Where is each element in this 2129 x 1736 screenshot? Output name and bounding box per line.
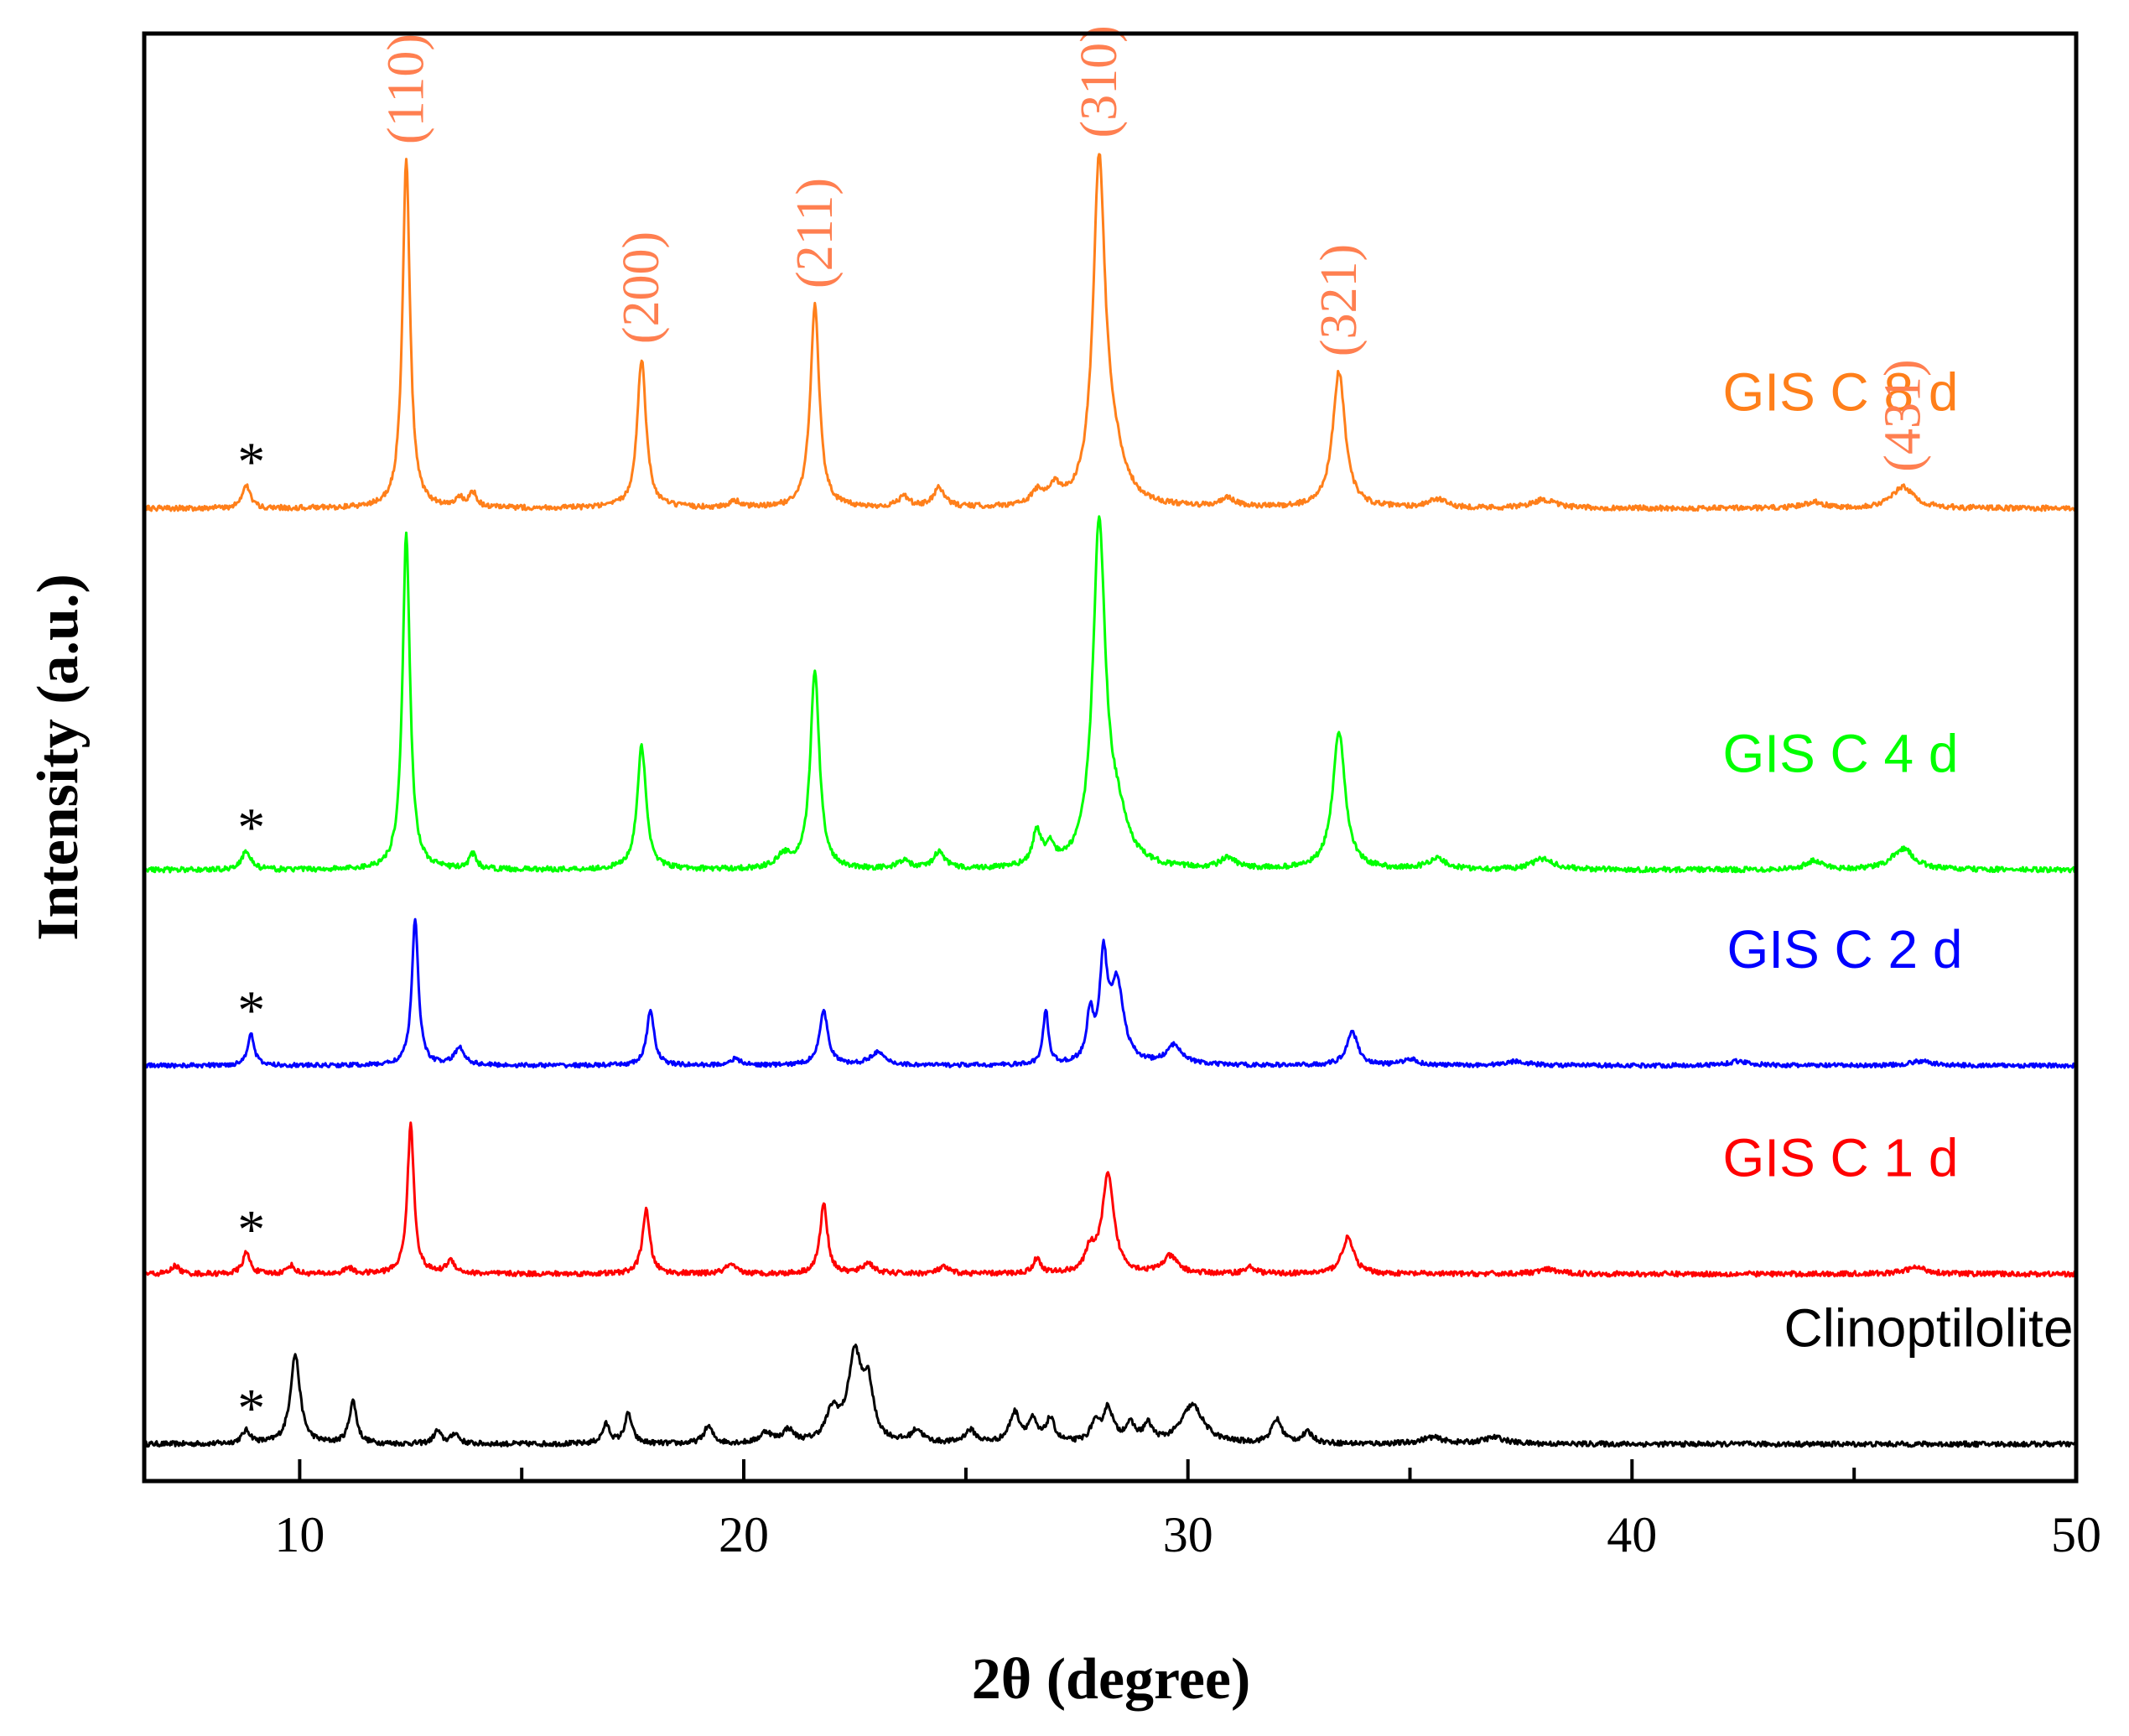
peak-label-310: (310): [1071, 25, 1128, 138]
series-line-gis-c-1-d: [143, 1121, 2078, 1278]
impurity-star: *: [237, 1199, 265, 1260]
x-tick-label: 40: [1607, 1507, 1657, 1562]
peak-label-200: (200): [613, 231, 670, 344]
series-line-clinoptilolite: [143, 1344, 2078, 1448]
peak-labels: (110) (200) (211) (310) (321) (431): [378, 25, 1932, 471]
series-line-gis-c-2-d: [143, 917, 2077, 1069]
plot-frame: [142, 31, 2079, 1484]
peak-label-110: (110): [378, 34, 435, 144]
y-axis-title: Intensity (a.u.): [26, 574, 91, 941]
x-tick-label: 10: [274, 1507, 325, 1562]
impurity-star: *: [237, 1378, 265, 1439]
series-label-gis-c-4-d: GIS C 4 d: [1723, 724, 1959, 784]
series-label-gis-c-8-d: GIS C 8 d: [1723, 362, 1959, 423]
impurity-markers: * * * * *: [237, 431, 265, 1438]
series-label-gis-c-1-d: GIS C 1 d: [1723, 1128, 1959, 1188]
series-label-clinoptilolite: Clinoptilolite: [1784, 1297, 2073, 1358]
peak-label-321: (321): [1311, 244, 1368, 356]
x-tick-label: 50: [2051, 1507, 2101, 1562]
peak-label-211: (211): [787, 178, 844, 288]
peak-label-431: (431): [1874, 359, 1931, 471]
x-tick-label: 30: [1163, 1507, 1213, 1562]
impurity-star: *: [237, 431, 265, 492]
series-line-gis-c-8-d: [143, 153, 2077, 512]
impurity-star: *: [237, 798, 265, 859]
x-tick-label: 20: [719, 1507, 769, 1562]
x-axis-title: 2θ (degree): [972, 1647, 1251, 1712]
traces-group: [143, 153, 2078, 1448]
series-labels: Clinoptilolite GIS C 1 d GIS C 2 d GIS C 4 …: [1723, 362, 2074, 1359]
series-line-gis-c-4-d: [143, 515, 2077, 874]
x-axis-ticks: 10 20 30 40 50: [274, 1459, 2101, 1562]
impurity-star: *: [237, 980, 265, 1042]
series-label-gis-c-2-d: GIS C 2 d: [1727, 919, 1963, 980]
